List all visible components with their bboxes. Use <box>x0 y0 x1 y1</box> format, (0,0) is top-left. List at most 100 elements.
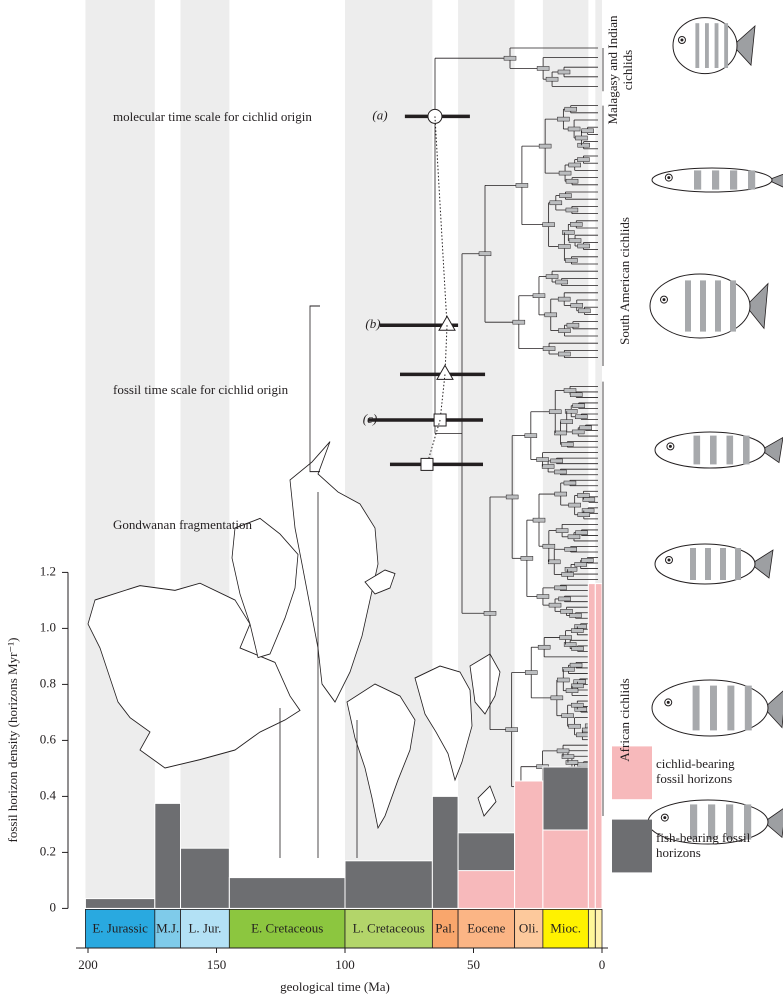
fish-tail <box>763 690 783 729</box>
node-bar <box>561 572 574 577</box>
node-bar <box>536 66 550 71</box>
node-bar <box>505 727 518 732</box>
estimate-link <box>439 374 446 421</box>
node-bar <box>557 116 570 122</box>
estimate-link <box>444 325 448 375</box>
period-label: L. Cretaceous <box>353 921 425 936</box>
node-bar <box>554 491 567 497</box>
x-tick-label: 0 <box>599 957 606 972</box>
node-bar <box>564 106 577 112</box>
node-bar <box>557 296 571 302</box>
node-bar <box>579 425 592 431</box>
fish-stripe <box>714 23 719 68</box>
node-bar <box>581 128 594 134</box>
fish-stripe <box>748 170 756 190</box>
annotation: Gondwanan fragmentation <box>113 517 252 532</box>
map <box>477 785 497 817</box>
node-bar <box>568 162 581 168</box>
fish-stripe <box>705 23 709 68</box>
fish-stripe <box>685 280 691 332</box>
clade-label: Malagasy and Indian cichlids <box>605 15 635 125</box>
fish-stripe <box>693 435 701 465</box>
node-bar <box>536 594 550 599</box>
map <box>346 683 416 830</box>
fish-tail <box>763 808 783 839</box>
node-bar <box>555 279 568 285</box>
node-bar <box>512 319 526 325</box>
period <box>587 909 596 949</box>
fish-tail <box>760 436 783 464</box>
node-bar <box>576 732 589 738</box>
map <box>414 665 473 782</box>
fish-pupil <box>667 176 671 180</box>
period <box>154 909 181 949</box>
node-bar <box>550 695 564 701</box>
node-bar <box>542 543 556 549</box>
node-bar <box>569 392 583 397</box>
node-bar <box>577 142 590 148</box>
bar <box>514 780 544 909</box>
node-bar <box>574 562 587 567</box>
clade-label: South American cichlids <box>617 216 632 345</box>
node-bar <box>561 442 574 447</box>
node-bar <box>575 135 588 141</box>
node-bar <box>520 556 534 561</box>
node-bar <box>570 222 583 227</box>
period-label: E. Cretaceous <box>251 921 323 936</box>
legend-label: fish-bearing fossil horizons <box>656 829 751 860</box>
fish-stripe <box>710 435 717 465</box>
y-tick-label: 0 <box>50 899 57 914</box>
node-bar <box>582 497 596 502</box>
node-bar <box>565 178 579 184</box>
x-axis-title: geological time (Ma) <box>280 979 390 994</box>
node-bar <box>574 624 587 629</box>
x-tick-label: 100 <box>335 957 355 972</box>
node-bar <box>571 646 584 651</box>
node-bar <box>571 702 584 708</box>
y-tick-label: 1.0 <box>40 619 56 634</box>
node-bar <box>483 611 497 616</box>
node-bar <box>564 567 578 572</box>
node-bar <box>536 457 549 462</box>
fish-stripe <box>735 548 741 580</box>
map <box>231 517 299 659</box>
node-bar <box>532 517 546 523</box>
period <box>180 909 230 949</box>
node-bar <box>544 312 558 318</box>
fish-tail <box>745 282 769 330</box>
node-bar <box>569 662 583 668</box>
annotation: molecular time scale for cichlid origin <box>113 109 312 124</box>
fish-pupil <box>663 816 667 820</box>
estimate-link <box>434 116 448 326</box>
time-stripe <box>180 0 230 909</box>
bar <box>180 847 230 909</box>
period <box>431 909 459 949</box>
background <box>85 0 602 909</box>
node-bar <box>568 723 581 729</box>
node-bar <box>556 748 570 754</box>
node-bar <box>559 193 572 198</box>
node-bar <box>554 469 567 475</box>
fish-pupil <box>680 38 684 42</box>
fish-stripe <box>690 548 696 580</box>
fish-stripe <box>726 804 734 840</box>
node-bar <box>577 157 590 162</box>
bar <box>594 583 603 909</box>
node-bar <box>560 419 573 424</box>
fish-stripe <box>712 170 720 190</box>
fish-pupil <box>667 558 671 562</box>
node-bar <box>568 238 582 243</box>
bar <box>84 898 156 909</box>
node-bar <box>565 207 579 213</box>
node-bar <box>549 200 563 206</box>
fish-stripe <box>727 685 735 731</box>
node-bar <box>581 558 594 563</box>
map <box>87 582 301 769</box>
fish-drawings <box>647 17 783 845</box>
node-bar <box>554 430 567 436</box>
fish-stripe <box>724 23 729 68</box>
fish-stripe <box>715 280 721 332</box>
estimate-label: (a) <box>372 107 387 122</box>
